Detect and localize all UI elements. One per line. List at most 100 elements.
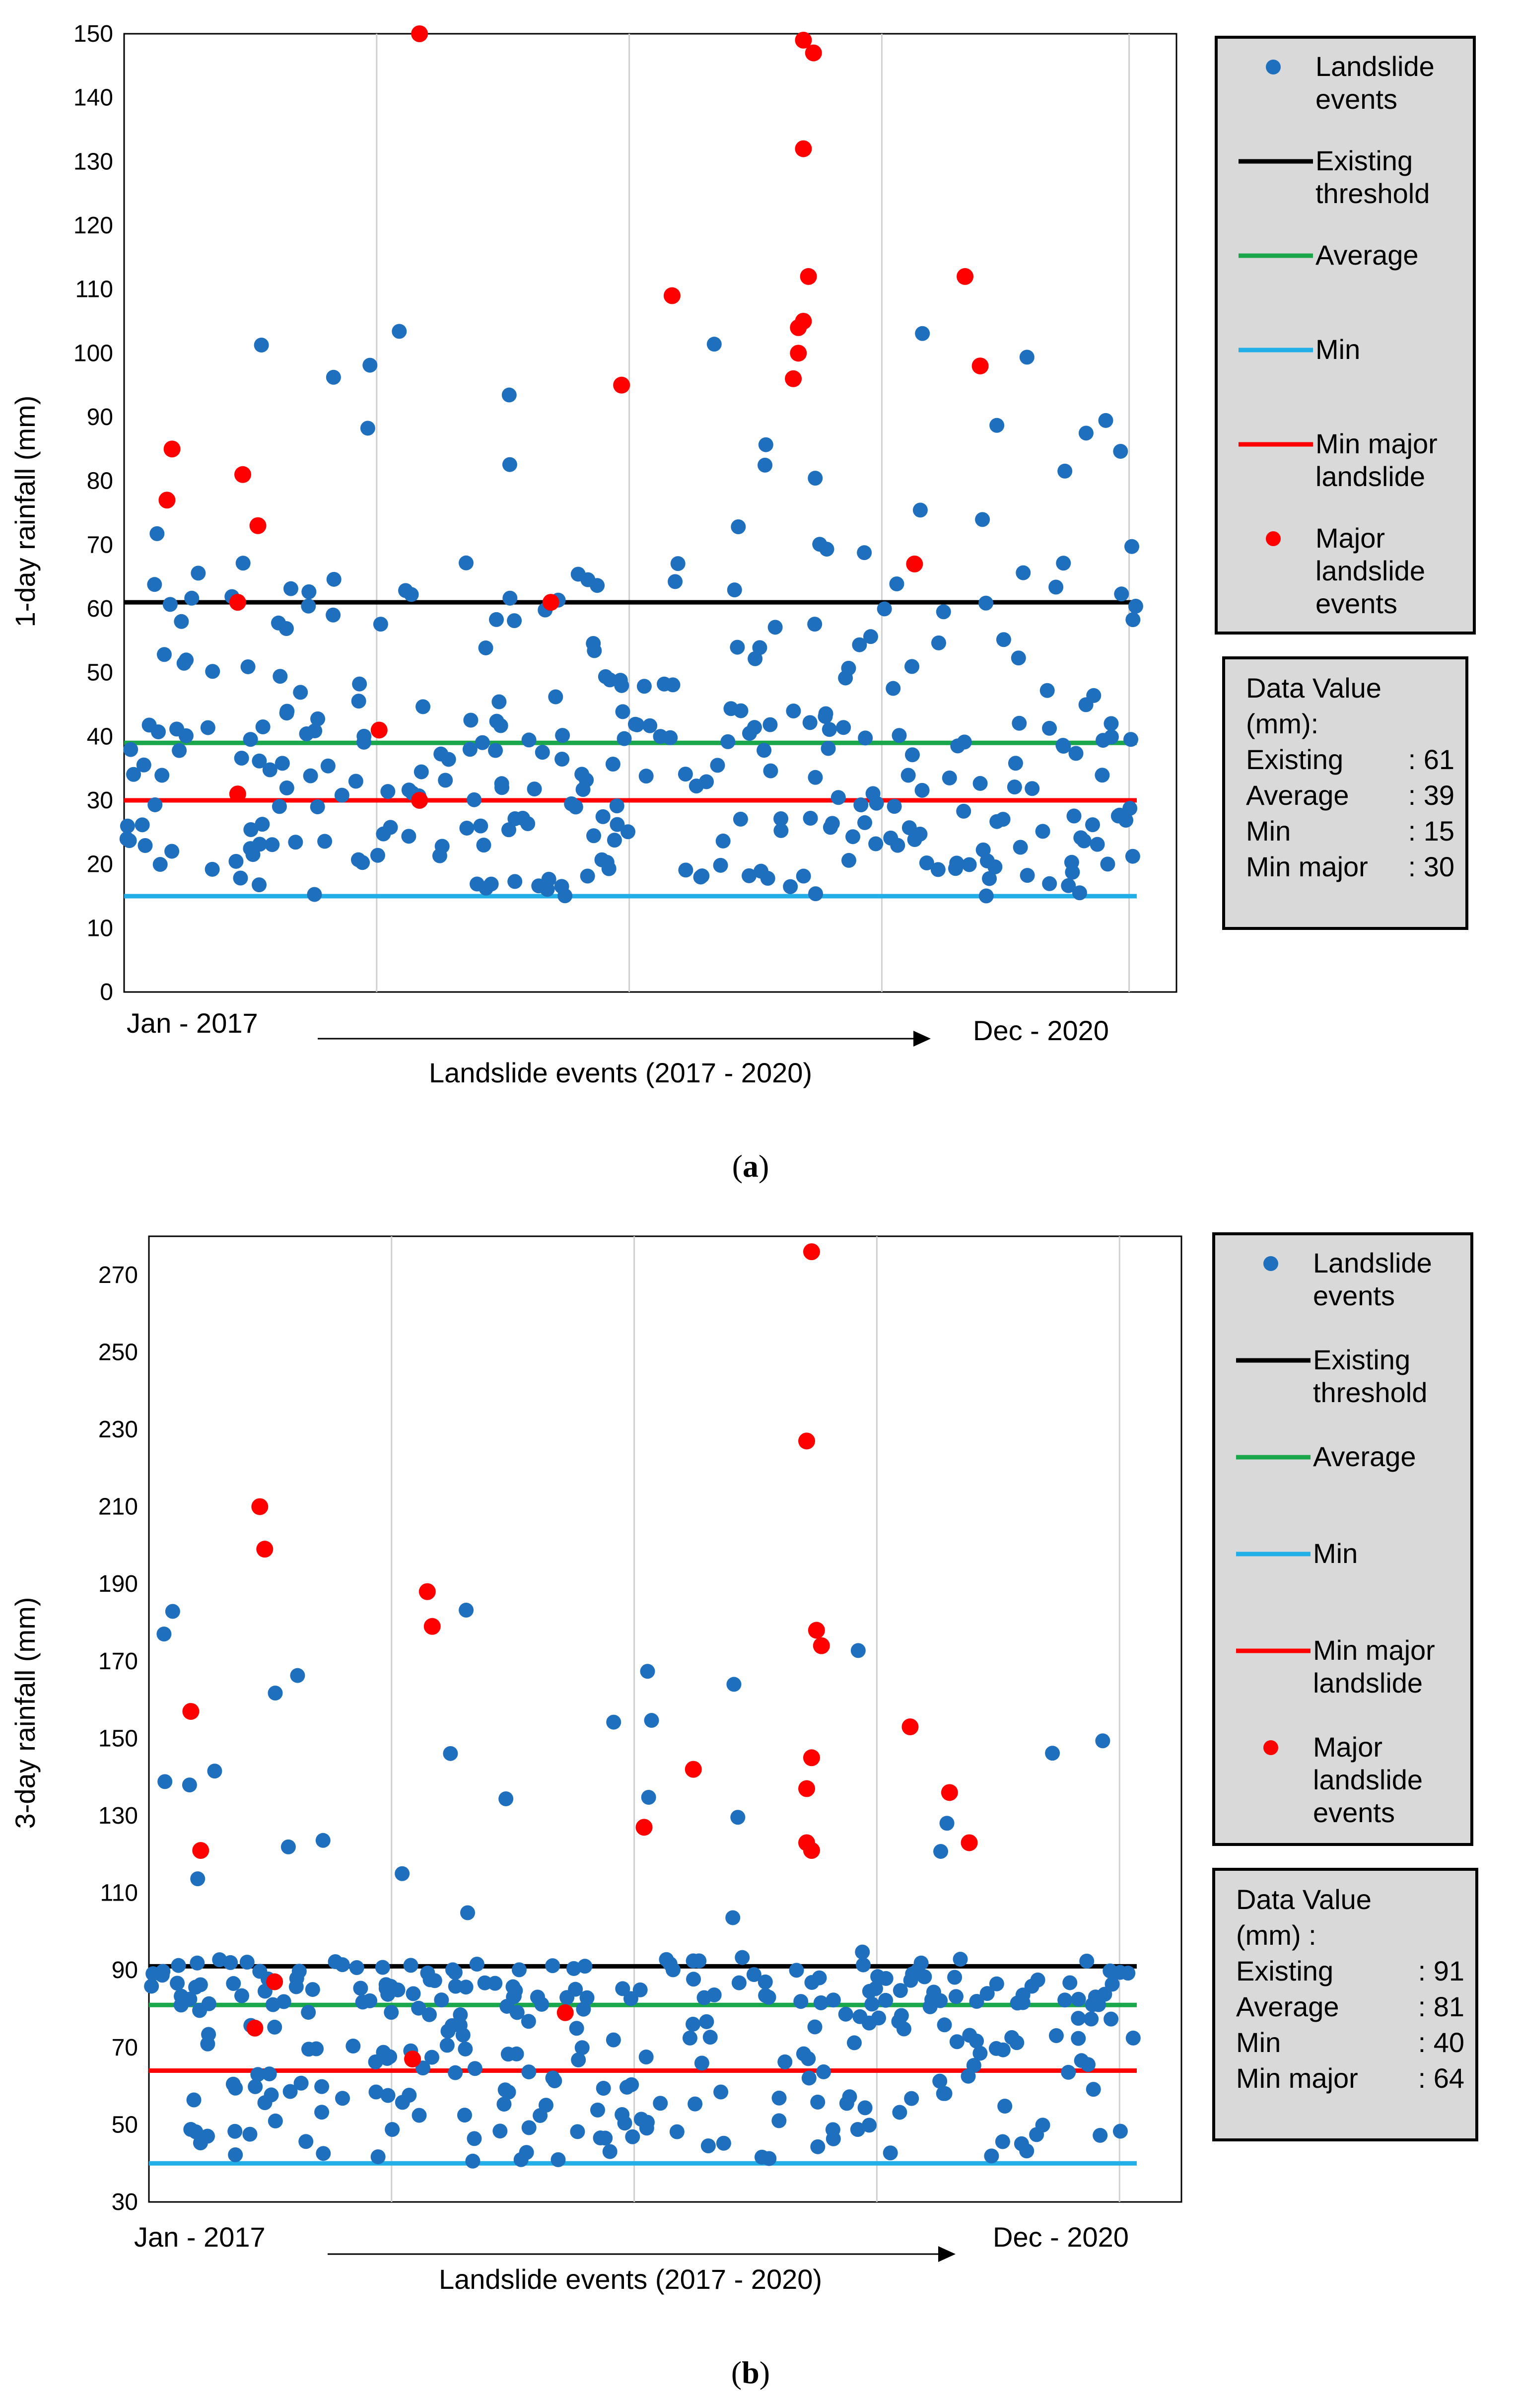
major-event-point	[795, 31, 812, 49]
y-tick-label: 90	[87, 404, 113, 430]
landslide-event-point	[989, 1976, 1004, 1991]
landslide-event-point	[1085, 817, 1101, 833]
major-event-point	[785, 370, 802, 387]
landslide-event-point	[937, 2086, 953, 2101]
landslide-event-point	[535, 745, 550, 760]
landslide-event-point	[1125, 849, 1140, 864]
landslide-event-point	[989, 418, 1005, 433]
major-event-point	[234, 466, 252, 483]
landslide-event-point	[713, 857, 728, 873]
landslide-event-point	[818, 706, 833, 721]
landslide-event-point	[174, 614, 189, 629]
landslide-event-point	[508, 1983, 523, 1998]
x-start-label-b: Jan - 2017	[134, 2221, 266, 2253]
landslide-event-point	[179, 652, 194, 668]
landslide-event-point	[731, 519, 746, 534]
landslide-event-point	[315, 1833, 331, 1848]
landslide-event-point	[1068, 746, 1084, 761]
landslide-event-point	[620, 824, 635, 840]
data-value-label: Average	[1246, 779, 1349, 811]
landslide-event-point	[619, 2079, 634, 2095]
landslide-event-point	[915, 326, 930, 341]
landslide-event-point	[154, 768, 170, 783]
landslide-event-point	[1086, 688, 1102, 703]
landslide-event-point	[540, 882, 555, 897]
landslide-event-point	[868, 1981, 883, 1996]
landslide-event-point	[580, 572, 596, 587]
landslide-event-point	[996, 632, 1011, 647]
legend-label-existing: threshold	[1313, 1377, 1427, 1408]
landslide-event-point	[501, 822, 516, 838]
landslide-event-point	[1078, 425, 1094, 441]
landslide-event-point	[640, 1664, 655, 1679]
landslide-event-point	[538, 2098, 553, 2113]
y-tick-label: 130	[98, 1803, 138, 1829]
landslide-event-point	[252, 877, 267, 893]
landslide-event-point	[786, 703, 801, 718]
landslide-event-point	[234, 1988, 250, 2003]
landslide-event-point	[856, 1957, 871, 1973]
landslide-event-point	[488, 612, 504, 627]
landslide-event-point	[1056, 739, 1071, 754]
landslide-event-point	[571, 2052, 586, 2067]
landslide-event-point	[577, 1959, 593, 1974]
landslide-event-point	[345, 2039, 361, 2054]
landslide-event-point	[265, 1997, 280, 2012]
landslide-event-point	[459, 820, 475, 836]
landslide-event-point	[716, 2135, 731, 2151]
major-event-point	[158, 492, 176, 509]
panel-a: 0 10 20 30 40 50 60 70 80 90 100 110 120 130 140 150 1-…	[9, 21, 1476, 1184]
landslide-event-point	[402, 2088, 417, 2103]
landslide-event-point	[761, 2151, 777, 2166]
landslide-event-point	[663, 730, 678, 745]
landslide-event-point	[555, 728, 570, 743]
landslide-event-point	[947, 1970, 963, 1985]
caption-b: (b)	[731, 2355, 770, 2390]
landslide-event-point	[771, 2090, 787, 2106]
landslide-event-point	[742, 868, 757, 883]
landslide-event-point	[978, 888, 994, 904]
legend-label-major: landslide	[1313, 1764, 1423, 1795]
landslide-event-point	[846, 2035, 862, 2051]
landslide-event-point	[617, 731, 632, 746]
major-event-point	[266, 1973, 283, 1990]
landslide-event-point	[857, 815, 873, 830]
landslide-event-point	[250, 2067, 266, 2082]
major-event-point	[971, 357, 989, 375]
landslide-event-point	[855, 1944, 870, 1960]
landslide-event-point	[773, 811, 789, 827]
landslide-event-point	[997, 2099, 1013, 2114]
landslide-event-point	[914, 782, 930, 798]
legend-marker-major	[1266, 531, 1281, 546]
panel-b: 30 50 70 90 110 130 150 170 190 210 230 250 270 3-da…	[9, 1232, 1478, 2390]
plot-frame-b	[148, 1235, 1182, 2203]
landslide-event-point	[901, 820, 917, 836]
landslide-event-point	[493, 718, 508, 733]
landslide-event-point	[316, 2146, 331, 2161]
landslide-event-point	[384, 2005, 399, 2020]
legend-label-major: events	[1313, 1797, 1395, 1828]
landslide-event-point	[1035, 2118, 1050, 2133]
landslide-event-point	[350, 852, 366, 867]
landslide-event-point	[659, 1952, 674, 1967]
landslide-event-point	[969, 1994, 984, 2009]
landslide-event-point	[252, 753, 267, 769]
landslide-event-point	[771, 2113, 787, 2128]
landslide-event-point	[459, 1602, 474, 1618]
landslide-event-point	[1030, 1972, 1045, 1987]
landslide-event-point	[808, 770, 823, 785]
landslide-event-point	[473, 818, 488, 834]
landslide-event-point	[465, 2153, 481, 2169]
landslide-event-point	[477, 1975, 492, 1990]
landslide-event-point	[470, 876, 485, 892]
landslide-event-point	[802, 715, 818, 730]
legend-b: LandslideeventsExistingthresholdAverageM…	[1212, 1232, 1473, 1846]
landslide-event-point	[298, 2134, 314, 2149]
landslide-event-point	[268, 2113, 283, 2128]
y-ticks-b: 30 50 70 90 110 130 150 170 190 210 230 250 270	[98, 1262, 138, 2215]
landslide-event-point	[710, 758, 725, 773]
landslide-event-point	[520, 816, 536, 832]
landslide-event-point	[886, 681, 901, 696]
y-tick-label: 20	[87, 851, 113, 878]
landslide-event-point	[171, 1958, 186, 1973]
